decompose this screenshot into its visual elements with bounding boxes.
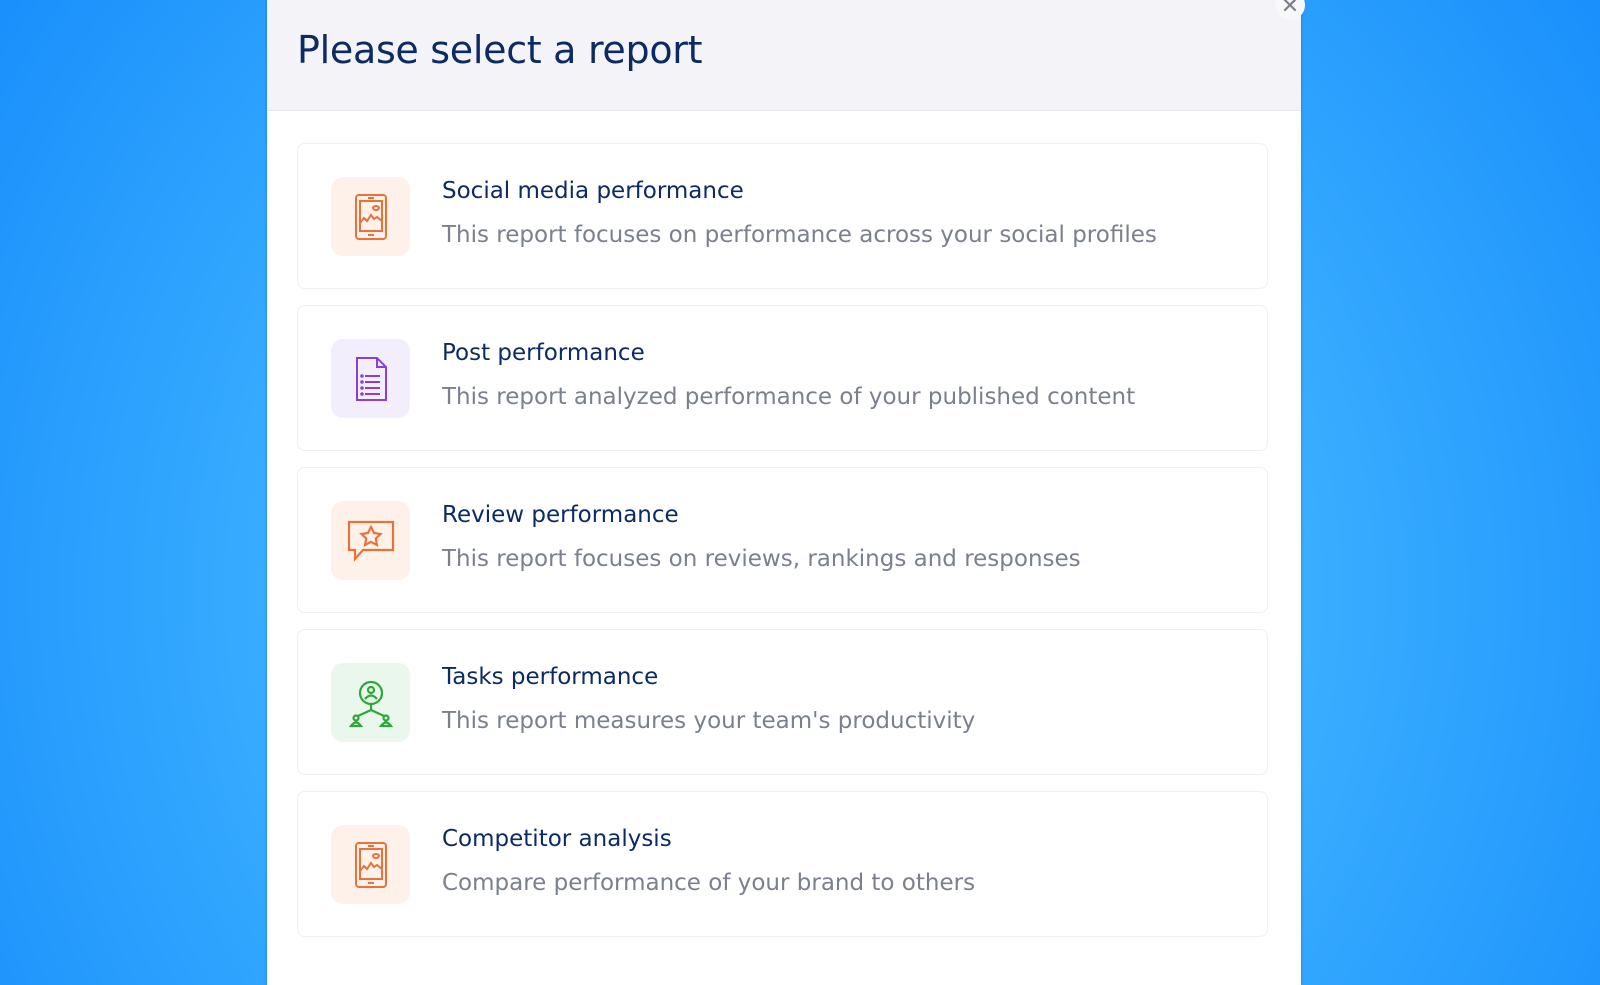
report-title: Social media performance: [442, 178, 744, 204]
report-option-post[interactable]: Post performance This report analyzed pe…: [297, 305, 1268, 451]
dialog-title: Please select a report: [297, 28, 703, 72]
report-title: Post performance: [442, 340, 645, 366]
report-title: Review performance: [442, 502, 679, 528]
document-list-icon: [331, 339, 410, 418]
report-description: This report measures your team's product…: [442, 708, 976, 734]
report-description: This report focuses on reviews, rankings…: [442, 546, 1081, 572]
report-description: This report focuses on performance acros…: [442, 222, 1157, 248]
close-icon: ✕: [1280, 0, 1300, 19]
close-button[interactable]: ✕: [1275, 0, 1305, 20]
report-option-tasks[interactable]: Tasks performance This report measures y…: [297, 629, 1268, 775]
star-chat-icon: [331, 501, 410, 580]
report-option-competitor[interactable]: Competitor analysis Compare performance …: [297, 791, 1268, 937]
report-title: Competitor analysis: [442, 826, 672, 852]
report-select-dialog: Please select a report ✕ Social media pe…: [267, 0, 1305, 985]
dialog-header: Please select a report ✕: [267, 0, 1305, 111]
mobile-chart-icon: [331, 825, 410, 904]
report-description: This report analyzed performance of your…: [442, 384, 1136, 410]
mobile-chart-icon: [331, 177, 410, 256]
report-option-review[interactable]: Review performance This report focuses o…: [297, 467, 1268, 613]
team-icon: [331, 663, 410, 742]
report-option-social-media[interactable]: Social media performance This report foc…: [297, 143, 1268, 289]
report-description: Compare performance of your brand to oth…: [442, 870, 976, 896]
report-title: Tasks performance: [442, 664, 659, 690]
